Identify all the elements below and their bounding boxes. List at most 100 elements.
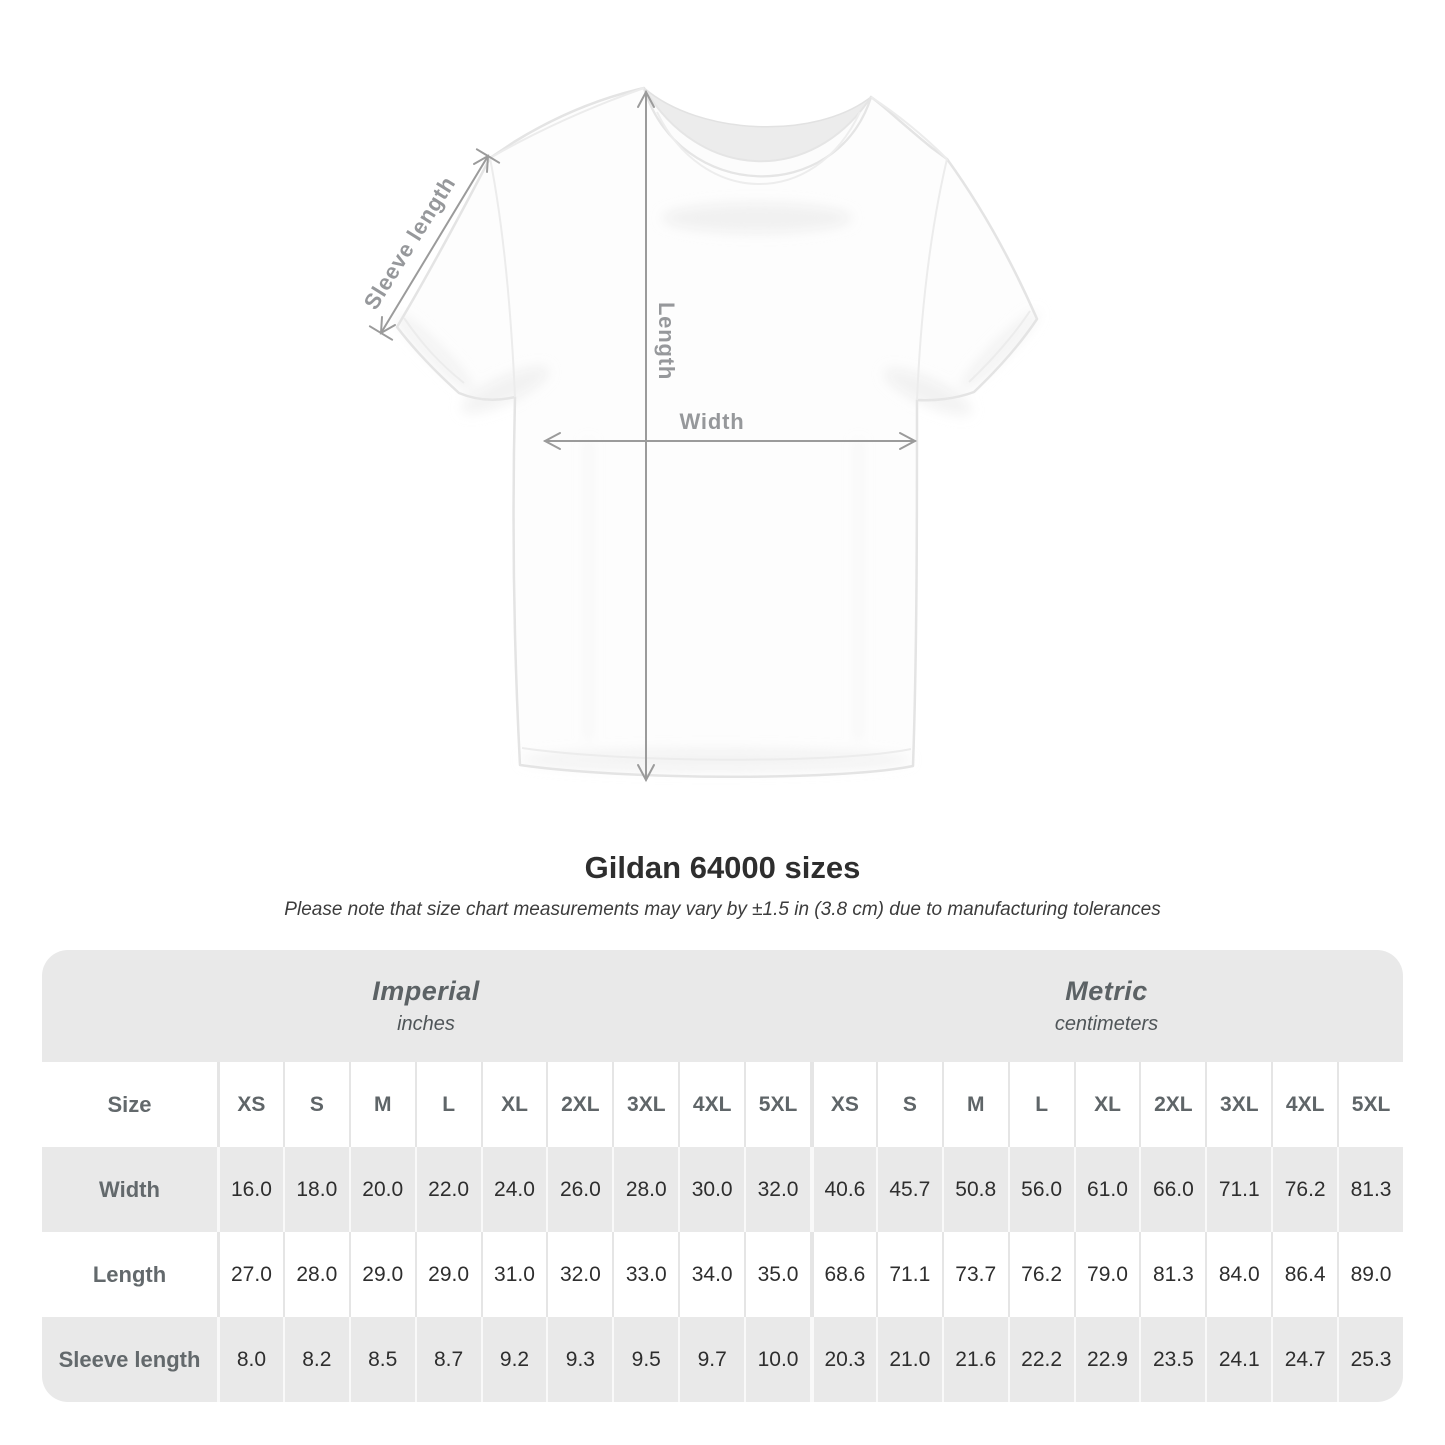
value-cell: 21.0 <box>875 1317 942 1402</box>
size-column-header-metric-5xl: 5XL <box>1337 1062 1403 1147</box>
value-cell: 20.0 <box>348 1147 415 1232</box>
value-cell: 76.2 <box>1007 1232 1074 1317</box>
value-cell: 35.0 <box>744 1232 810 1317</box>
row-label: Sleeve length <box>58 1346 201 1372</box>
size-column-header-imperial-m: M <box>348 1062 415 1147</box>
value-cell: 45.7 <box>875 1147 942 1232</box>
value-cell: 71.1 <box>1205 1147 1271 1232</box>
size-column-header-metric-xs: XS <box>809 1062 876 1147</box>
value-cell: 24.0 <box>480 1147 547 1232</box>
size-table: Imperial inches Metric centimeters Size … <box>42 950 1403 1402</box>
value-cell: 73.7 <box>941 1232 1008 1317</box>
value-cell: 71.1 <box>875 1232 942 1317</box>
row-label: Width <box>99 1176 160 1202</box>
size-column-header-imperial-3xl: 3XL <box>612 1062 678 1147</box>
size-column-header-imperial-l: L <box>414 1062 481 1147</box>
value-cell: 8.0 <box>217 1317 283 1402</box>
tshirt-measurement-diagram: Sleeve length Length Width <box>359 86 1040 783</box>
metric-group-label: Metric <box>1065 976 1148 1006</box>
value-cell: 27.0 <box>217 1232 283 1317</box>
value-cell: 86.4 <box>1271 1232 1337 1317</box>
value-cell: 24.7 <box>1271 1317 1337 1402</box>
value-cell: 84.0 <box>1205 1232 1271 1317</box>
value-cell: 8.2 <box>282 1317 349 1402</box>
value-cell: 31.0 <box>480 1232 547 1317</box>
value-cell: 76.2 <box>1271 1147 1337 1232</box>
value-cell: 79.0 <box>1073 1232 1140 1317</box>
length-label: Length <box>654 301 679 381</box>
table-body: Width 16.0 18.0 20.0 22.0 24.0 26.0 28.0 30.0 32.… <box>42 1147 1403 1402</box>
value-cell: 28.0 <box>282 1232 349 1317</box>
value-cell: 26.0 <box>546 1147 612 1232</box>
size-column-header-metric-s: S <box>875 1062 942 1147</box>
size-column-header-metric-2xl: 2XL <box>1139 1062 1205 1147</box>
size-column-header-imperial-5xl: 5XL <box>744 1062 810 1147</box>
tshirt-silhouette <box>394 86 1040 778</box>
length-arrow <box>637 89 655 783</box>
value-cell: 25.3 <box>1337 1317 1403 1402</box>
value-cell: 22.2 <box>1007 1317 1074 1402</box>
value-cell: 61.0 <box>1073 1147 1140 1232</box>
value-cell: 30.0 <box>678 1147 744 1232</box>
table-row: Length 27.0 28.0 29.0 29.0 31.0 32.0 33.0 34.0 35… <box>42 1232 1403 1317</box>
tolerance-note: Please note that size chart measurements… <box>284 899 1161 920</box>
size-column-header-metric-m: M <box>941 1062 1008 1147</box>
imperial-group-header: Imperial inches <box>42 950 810 1062</box>
table-row: Sleeve length 8.0 8.2 8.5 8.7 9.2 9.3 9.5 9.7 10.… <box>42 1317 1403 1402</box>
value-cell: 9.2 <box>480 1317 547 1402</box>
value-cell: 56.0 <box>1007 1147 1074 1232</box>
tshirt-photo <box>368 86 1040 783</box>
row-label: Length <box>92 1261 167 1287</box>
size-column-header-metric-l: L <box>1007 1062 1074 1147</box>
value-cell: 89.0 <box>1337 1232 1403 1317</box>
imperial-group-units: inches <box>397 1013 455 1035</box>
width-arrow <box>542 432 918 450</box>
value-cell: 28.0 <box>612 1147 678 1232</box>
table-row: Width 16.0 18.0 20.0 22.0 24.0 26.0 28.0 30.0 32.… <box>42 1147 1403 1232</box>
size-header-row: Size XS S M L XL 2XL 3XL 4XL 5XL XS S M L XL 2XL 3XL 4XL… <box>42 1062 1403 1147</box>
metric-group-header: Metric centimeters <box>810 950 1403 1062</box>
value-cell: 21.6 <box>941 1317 1008 1402</box>
value-cell: 29.0 <box>414 1232 481 1317</box>
size-column-header-imperial-2xl: 2XL <box>546 1062 612 1147</box>
size-column-header-metric-4xl: 4XL <box>1271 1062 1337 1147</box>
value-cell: 81.3 <box>1139 1232 1205 1317</box>
value-cell: 33.0 <box>612 1232 678 1317</box>
width-label: Width <box>679 409 745 434</box>
unit-group-band: Imperial inches Metric centimeters <box>42 950 1403 1062</box>
size-column-header-imperial-4xl: 4XL <box>678 1062 744 1147</box>
value-cell: 29.0 <box>348 1232 415 1317</box>
value-cell: 50.8 <box>941 1147 1008 1232</box>
value-cell: 9.3 <box>546 1317 612 1402</box>
value-cell: 66.0 <box>1139 1147 1205 1232</box>
value-cell: 81.3 <box>1337 1147 1403 1232</box>
value-cell: 22.9 <box>1073 1317 1140 1402</box>
value-cell: 20.3 <box>809 1317 876 1402</box>
value-cell: 34.0 <box>678 1232 744 1317</box>
page-title: Gildan 64000 sizes <box>584 850 861 885</box>
value-cell: 40.6 <box>809 1147 876 1232</box>
value-cell: 24.1 <box>1205 1317 1271 1402</box>
value-cell: 68.6 <box>809 1232 876 1317</box>
value-cell: 22.0 <box>414 1147 481 1232</box>
value-cell: 16.0 <box>217 1147 283 1232</box>
value-cell: 32.0 <box>744 1147 810 1232</box>
size-corner-header: Size <box>107 1091 152 1117</box>
value-cell: 32.0 <box>546 1232 612 1317</box>
value-cell: 8.7 <box>414 1317 481 1402</box>
size-column-header-metric-xl: XL <box>1073 1062 1140 1147</box>
value-cell: 8.5 <box>348 1317 415 1402</box>
size-column-header-imperial-s: S <box>282 1062 349 1147</box>
value-cell: 18.0 <box>282 1147 349 1232</box>
size-column-header-metric-3xl: 3XL <box>1205 1062 1271 1147</box>
sleeve-length-arrow <box>368 148 501 341</box>
size-column-header-imperial-xl: XL <box>480 1062 547 1147</box>
imperial-group-label: Imperial <box>372 976 480 1006</box>
value-cell: 9.5 <box>612 1317 678 1402</box>
value-cell: 23.5 <box>1139 1317 1205 1402</box>
value-cell: 10.0 <box>744 1317 810 1402</box>
size-column-header-imperial-xs: XS <box>217 1062 283 1147</box>
value-cell: 9.7 <box>678 1317 744 1402</box>
metric-group-units: centimeters <box>1054 1013 1159 1035</box>
